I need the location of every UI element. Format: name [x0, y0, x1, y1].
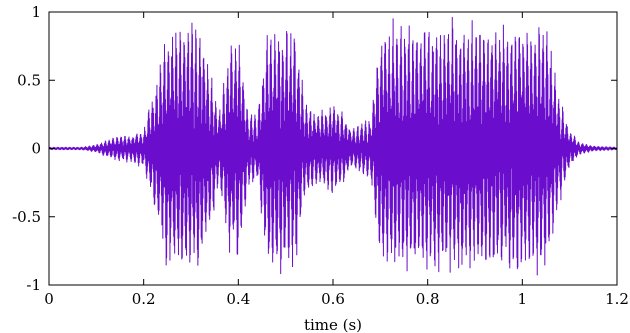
- x-tick-label: 0.2: [132, 290, 156, 308]
- y-tick-label: 1: [31, 3, 41, 21]
- axes: 0 0.2 0.4 0.6 0.8 1 1.2 -1 -0.5 0 0.5 1: [12, 3, 629, 308]
- x-tick-label: 0.4: [226, 290, 250, 308]
- plot-area: [48, 16, 618, 276]
- y-tick-label: 0.5: [17, 71, 41, 89]
- waveform-line: [48, 16, 618, 276]
- x-tick-label: 1: [518, 290, 528, 308]
- x-tick-label: 1.2: [605, 290, 629, 308]
- y-tick-label: -0.5: [12, 208, 41, 226]
- y-tick-label: -1: [26, 276, 41, 294]
- y-tick-label: 0: [31, 140, 41, 158]
- x-tick-label: 0: [44, 290, 54, 308]
- x-axis-title: time (s): [304, 316, 362, 333]
- x-tick-label: 0.8: [416, 290, 440, 308]
- x-tick-label: 0.6: [321, 290, 345, 308]
